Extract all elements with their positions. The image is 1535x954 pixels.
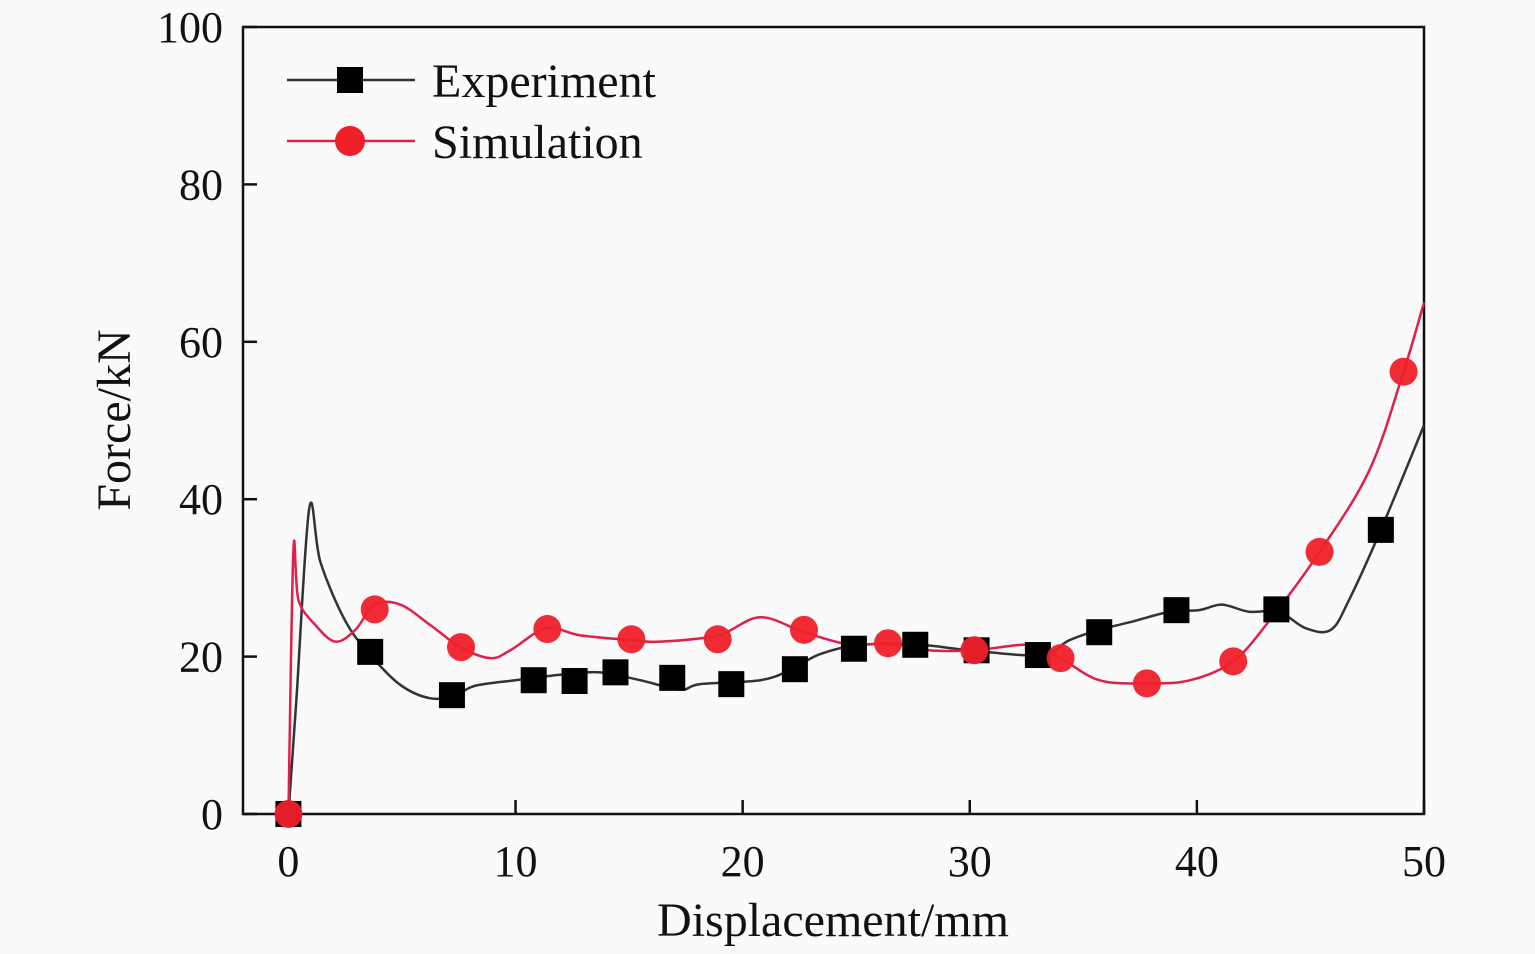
y-axis-title: Force/kN [88,329,141,510]
x-tick-label: 0 [277,837,299,886]
simulation-marker [360,595,389,624]
experiment-marker [561,667,588,694]
simulation-marker [1046,644,1075,673]
legend: Experiment Simulation [287,55,657,169]
simulation-line [287,302,1426,815]
experiment-marker [438,682,465,709]
experiment-marker [781,656,808,683]
legend-label-experiment: Experiment [432,55,657,108]
simulation-marker [1305,537,1334,566]
x-axis-title: Displacement/mm [657,894,1009,947]
simulation-marker [617,625,646,654]
simulation-marker [274,800,303,828]
plot-frame [241,25,1426,816]
experiment-marker [1263,596,1290,623]
simulation-marker [1132,669,1161,698]
y-tick-label: 80 [179,160,223,209]
experiment-marker [718,671,745,698]
x-tick-label: 20 [721,837,765,886]
experiment-marker [357,638,384,665]
experiment-marker [1086,619,1113,646]
legend-label-simulation: Simulation [432,116,643,169]
y-tick-label: 100 [157,3,223,52]
experiment-marker [520,667,547,694]
simulation-marker [447,633,476,662]
legend-marker-simulation [335,126,365,156]
x-tick-label: 30 [948,837,992,886]
x-tick-label: 40 [1175,837,1219,886]
simulation-marker [1389,357,1418,386]
simulation-marker [703,625,732,654]
series-layer [274,302,1426,828]
experiment-marker [659,664,686,691]
experiment-marker [902,631,929,658]
experiment-marker [1024,642,1051,669]
y-tick-label: 20 [179,633,223,682]
experiment-marker [1163,597,1190,624]
simulation-marker [533,615,562,644]
experiment-marker [840,635,867,662]
x-tick-label: 10 [494,837,538,886]
experiment-line [287,424,1426,815]
y-tick-label: 40 [179,475,223,524]
simulation-marker [1219,647,1248,676]
y-tick-label: 60 [179,318,223,367]
y-tick-label: 0 [201,790,223,839]
experiment-marker [602,659,629,686]
y-axis-ticks: 0 20 40 60 80 100 [157,3,257,839]
experiment-marker [1367,516,1394,543]
simulation-marker [789,615,818,644]
x-axis-ticks: 0 10 20 30 40 50 [277,800,1446,886]
simulation-marker [960,636,989,665]
x-tick-label: 50 [1402,837,1446,886]
simulation-marker [874,629,903,658]
legend-marker-experiment [337,67,363,93]
